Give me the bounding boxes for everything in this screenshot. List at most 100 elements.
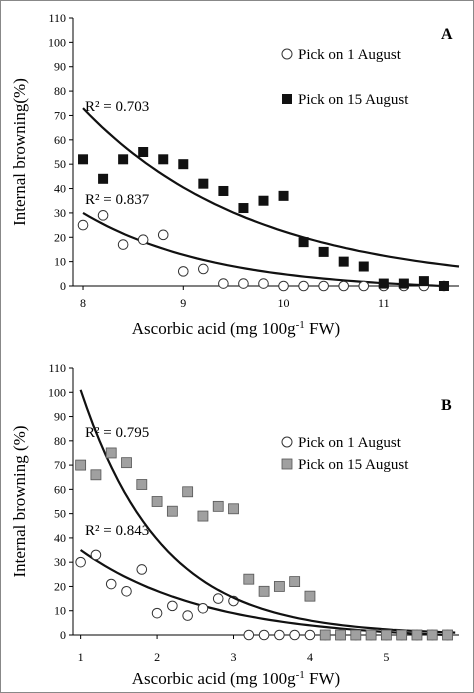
data-point [75,459,87,471]
x-tick-label: 10 [278,296,290,310]
r-squared-label: R² = 0.843 [85,523,149,539]
x-tick-label: 5 [383,650,389,664]
data-point [335,629,346,641]
data-point [121,457,132,469]
panel-label: A [441,26,453,43]
y-tick-label: 60 [54,482,66,496]
legend-marker [281,458,293,470]
data-point [238,203,249,214]
x-tick-label: 8 [80,296,86,310]
legend-label: Pick on 1 August [298,435,402,451]
data-point [298,237,309,248]
data-point [182,486,194,498]
data-point [380,629,392,641]
panel-label: B [441,397,452,414]
data-point [289,629,300,641]
y-tick-label: 20 [54,230,66,244]
data-point [117,239,129,250]
y-axis-title: Internal browning(%) [10,78,29,226]
data-point [365,629,377,641]
data-point [151,496,163,507]
data-point [278,280,289,292]
data-point [212,500,224,512]
data-point [258,195,269,206]
data-point [243,629,255,641]
y-axis-title: Internal browning (%) [10,425,29,577]
fit-curve [82,107,460,268]
x-axis-title: Ascorbic acid (mg 100g-1 FW) [132,319,340,338]
data-point [411,629,423,641]
data-point [177,266,189,277]
data-point [273,581,285,592]
y-tick-label: 110 [48,11,66,25]
legend-label: Pick on 15 August [298,457,409,473]
data-point [166,505,178,517]
data-point [218,278,229,289]
data-point [118,154,129,165]
y-tick-label: 10 [54,255,66,269]
data-point [442,629,453,641]
data-point [318,246,329,257]
data-point [198,178,209,189]
data-point [318,280,329,292]
x-tick-label: 4 [307,650,313,664]
data-point [418,276,429,287]
data-point [396,629,408,641]
r-squared-label: R² = 0.837 [85,192,150,208]
data-point [274,629,285,641]
data-point [338,280,350,292]
data-point [258,629,270,641]
data-point [78,154,89,165]
x-axis-title-main: Ascorbic acid (mg 100g [132,319,296,338]
y-tick-label: 0 [60,628,66,642]
y-tick-label: 90 [54,60,66,74]
x-axis-title-unit: FW) [305,319,340,338]
data-point [136,479,148,490]
data-point [358,261,369,272]
x-tick-label: 1 [78,650,84,664]
y-tick-label: 40 [54,531,66,545]
data-point [97,210,109,221]
data-point [90,549,102,561]
legend-marker [281,48,293,60]
y-tick-label: 70 [54,108,66,122]
y-tick-label: 40 [54,182,66,196]
y-tick-label: 70 [54,458,66,472]
y-tick-label: 60 [54,133,66,147]
y-tick-label: 50 [54,157,66,171]
fit-curve [79,389,456,634]
data-point [212,593,224,604]
x-tick-label: 3 [231,650,237,664]
data-point [438,281,449,291]
y-tick-label: 0 [60,279,66,293]
data-point [77,219,89,231]
x-axis-title-superscript: -1 [296,669,305,681]
data-point [182,610,193,621]
data-point [238,278,249,289]
y-tick-label: 30 [54,206,66,220]
legend-label: Pick on 15 August [298,92,409,108]
legend-marker [282,94,292,104]
data-point [378,278,389,289]
y-tick-label: 90 [54,410,66,424]
data-point [90,469,102,481]
data-point [105,447,117,459]
data-point [197,603,209,614]
r-squared-label: R² = 0.703 [85,99,149,115]
y-tick-label: 100 [48,35,66,49]
data-point [278,190,289,201]
y-tick-label: 80 [54,84,66,98]
data-point [258,585,270,597]
x-tick-label: 11 [378,296,390,310]
y-tick-label: 80 [54,434,66,448]
data-point [136,564,148,575]
data-point [105,578,117,590]
x-axis-title-superscript: -1 [296,319,305,331]
data-point [298,280,309,292]
x-axis-title-main: Ascorbic acid (mg 100g [132,669,296,688]
y-tick-label: 110 [48,361,66,375]
data-point [98,173,109,184]
data-point [258,278,269,289]
